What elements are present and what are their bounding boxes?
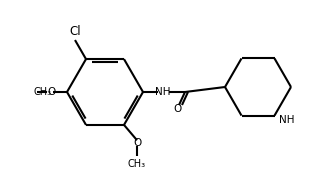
Text: Cl: Cl [69,25,81,38]
Text: CH₃: CH₃ [128,159,146,169]
Text: O: O [47,87,55,97]
Text: NH: NH [155,87,171,97]
Text: CH₃: CH₃ [34,87,52,97]
Text: NH: NH [279,115,294,125]
Text: O: O [173,104,181,114]
Text: O: O [133,138,141,148]
